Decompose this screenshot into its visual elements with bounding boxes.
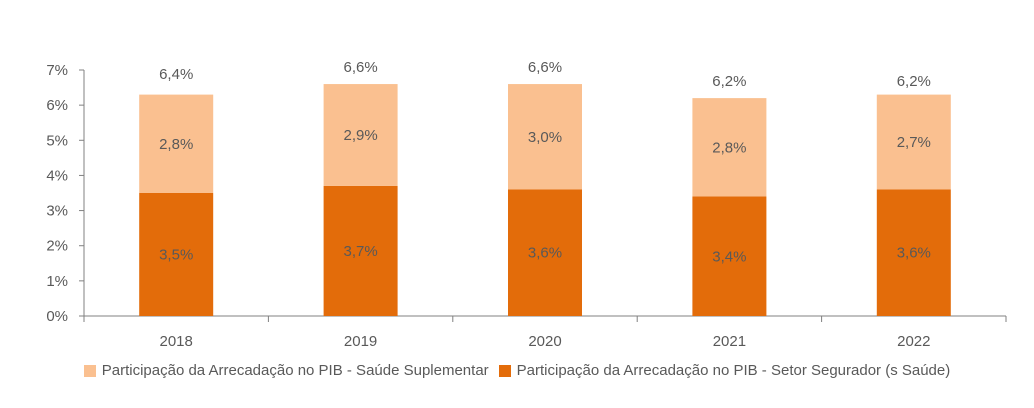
y-axis: 0% 1% 2% 3% 4% 5% 6% 7%: [46, 62, 85, 325]
bar-setor-segurador-2021: [692, 196, 767, 316]
y-tick-label: 3%: [46, 203, 68, 220]
data-label-saude-suplementar-2020: 3,0%: [528, 129, 562, 146]
data-label-saude-suplementar-2021: 2,8%: [712, 139, 746, 156]
x-tick-label-2020: 2020: [528, 333, 561, 350]
bar-setor-segurador-2018: [139, 193, 214, 316]
x-axis: 2018 2019 2020 2021 2022: [83, 315, 1007, 350]
bar-saude-suplementar-2018: [139, 94, 214, 193]
legend-item-saude-suplementar: Participação da Arrecadação no PIB - Saú…: [83, 362, 489, 379]
data-labels: 3,5% 2,8% 6,4% 3,7% 2,9% 6,6% 3,6% 3,0% 6,6% 3,4%…: [159, 59, 931, 265]
legend-item-setor-segurador: Participação da Arrecadação no PIB - Set…: [498, 362, 951, 379]
bar-setor-segurador-2022: [876, 189, 951, 316]
y-tick-label: 7%: [46, 62, 68, 79]
x-tick-label-2018: 2018: [160, 333, 193, 350]
legend-label-setor-segurador: Participação da Arrecadação no PIB - Set…: [516, 362, 951, 379]
data-label-setor-segurador-2018: 3,5%: [159, 247, 193, 264]
total-label-2022: 6,2%: [897, 73, 931, 90]
x-tick-label-2021: 2021: [713, 333, 746, 350]
data-label-setor-segurador-2019: 3,7%: [343, 243, 377, 260]
data-label-setor-segurador-2022: 3,6%: [897, 245, 931, 262]
bars: [139, 84, 951, 316]
total-label-2021: 6,2%: [712, 73, 746, 90]
data-label-setor-segurador-2020: 3,6%: [528, 245, 562, 262]
total-label-2018: 6,4%: [159, 66, 193, 83]
legend-swatch-saude-suplementar: [83, 364, 96, 377]
x-tick-label-2019: 2019: [344, 333, 377, 350]
legend: Participação da Arrecadação no PIB - Saú…: [0, 362, 1034, 379]
legend-swatch-setor-segurador: [498, 364, 511, 377]
bar-saude-suplementar-2022: [876, 94, 951, 190]
data-label-saude-suplementar-2019: 2,9%: [343, 127, 377, 144]
bar-setor-segurador-2020: [508, 189, 582, 316]
legend-label-saude-suplementar: Participação da Arrecadação no PIB - Saú…: [101, 362, 489, 379]
data-label-saude-suplementar-2022: 2,7%: [897, 134, 931, 151]
y-tick-label: 2%: [46, 238, 68, 255]
y-tick-label: 6%: [46, 97, 68, 114]
x-tick-label-2022: 2022: [897, 333, 930, 350]
y-tick-label: 1%: [46, 273, 68, 290]
bar-saude-suplementar-2019: [323, 84, 398, 186]
total-label-2020: 6,6%: [528, 59, 562, 76]
bar-saude-suplementar-2020: [508, 84, 582, 190]
bar-setor-segurador-2019: [323, 185, 398, 316]
y-tick-label: 4%: [46, 167, 68, 184]
bar-saude-suplementar-2021: [692, 98, 767, 197]
stacked-bar-chart: 0% 1% 2% 3% 4% 5% 6% 7% 2018 2019 2020 2021 2022 3,…: [46, 59, 1007, 350]
total-label-2019: 6,6%: [343, 59, 377, 76]
data-label-saude-suplementar-2018: 2,8%: [159, 136, 193, 153]
y-tick-label: 5%: [46, 132, 68, 149]
data-label-setor-segurador-2021: 3,4%: [712, 248, 746, 265]
y-tick-label: 0%: [46, 308, 68, 325]
